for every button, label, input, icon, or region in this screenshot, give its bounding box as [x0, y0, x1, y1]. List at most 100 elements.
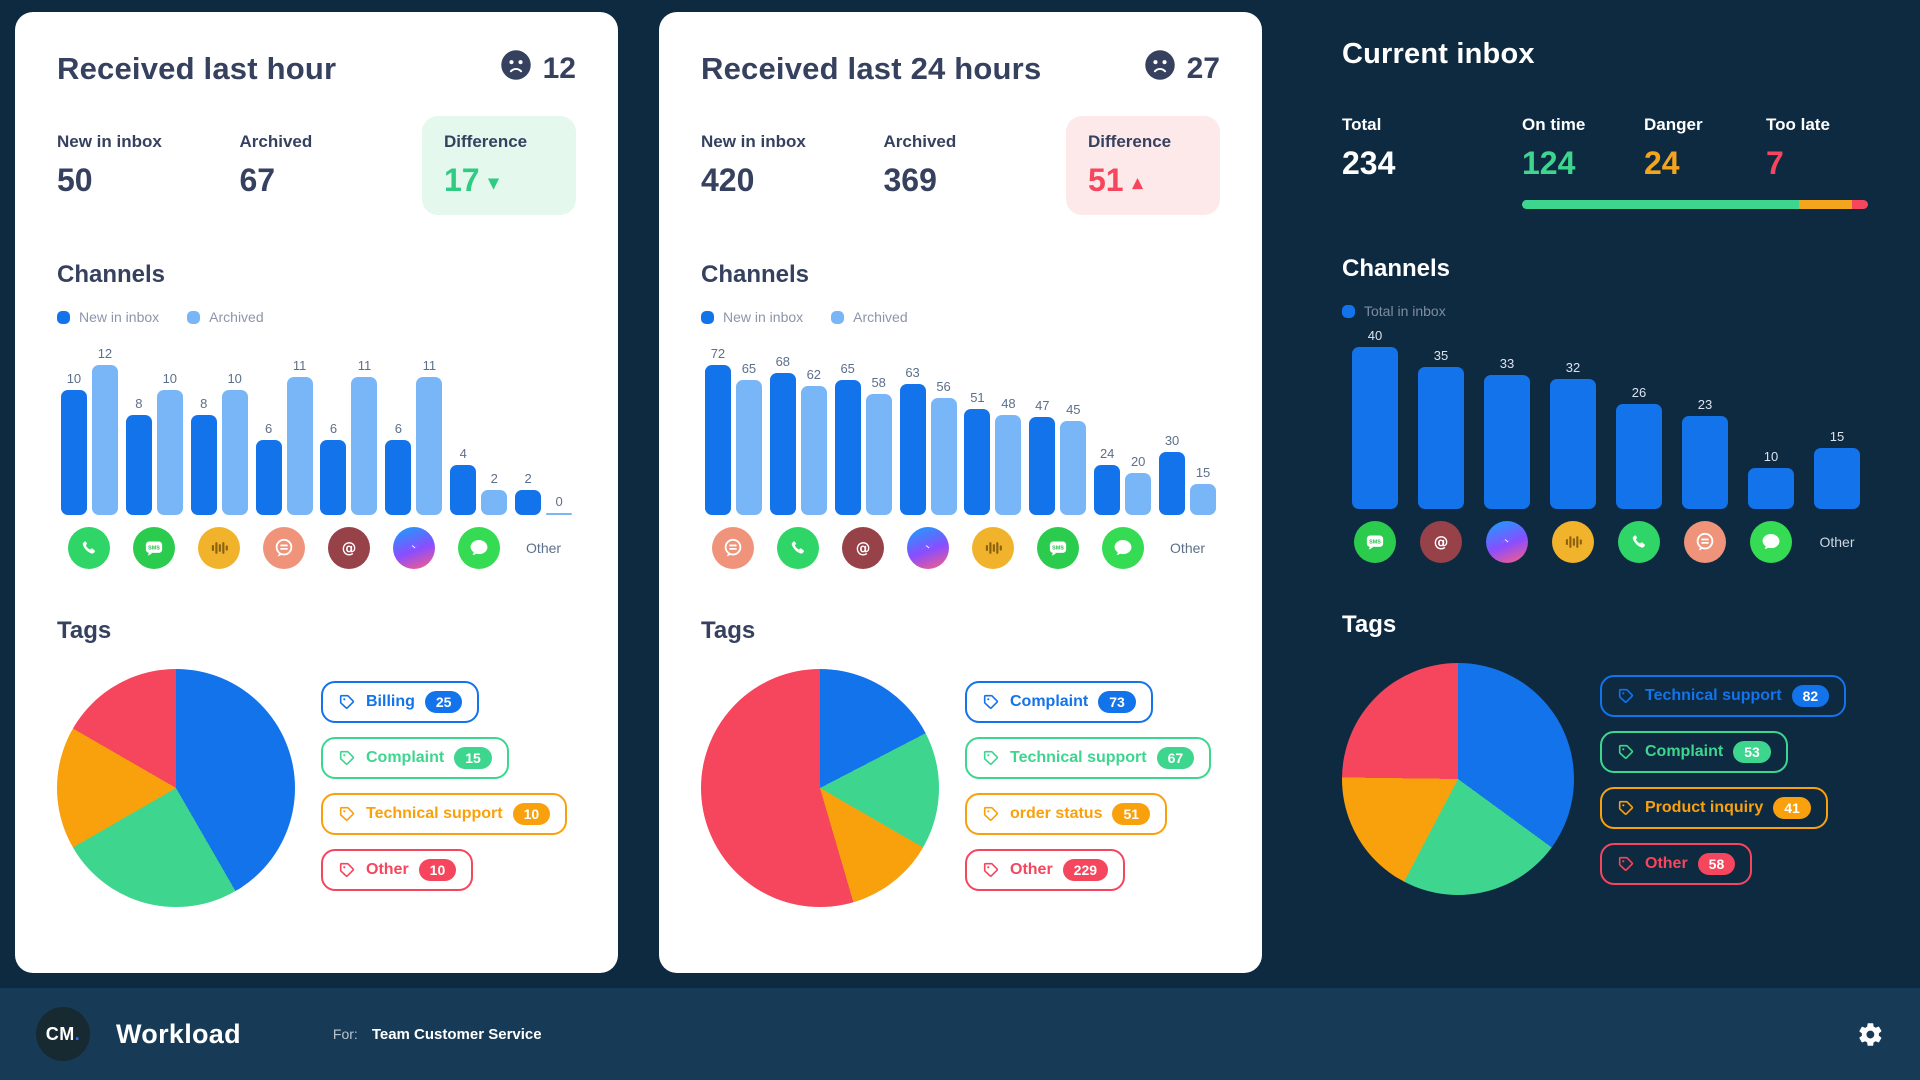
- channel-icons-row: @ SMS Other: [701, 525, 1220, 571]
- stat-value: 234: [1342, 145, 1396, 181]
- livechat-channel-icon: [712, 527, 755, 569]
- bar-group: 65 58: [831, 361, 896, 515]
- bar-group: 47 45: [1025, 398, 1090, 515]
- legend-item: Total in inbox: [1342, 303, 1446, 319]
- tag-label: Billing: [366, 693, 415, 710]
- panel-title: Current inbox: [1342, 38, 1535, 70]
- bar-with-label: 10: [156, 371, 183, 515]
- stat-label: Total: [1342, 115, 1382, 134]
- waiting-customers-count: 12: [542, 52, 576, 85]
- tag-pill-other[interactable]: Other 58: [1600, 843, 1753, 885]
- bar-group: 68 62: [766, 354, 831, 515]
- bar-with-label: 12: [91, 346, 118, 515]
- bar-value-label: 8: [135, 396, 143, 411]
- bar: [546, 513, 573, 515]
- channels-legend: New in inbox Archived: [701, 309, 1220, 325]
- bar: [125, 415, 152, 515]
- tag-icon: [338, 805, 356, 823]
- bar-with-label: 63: [899, 365, 926, 515]
- bar-with-label: 10: [221, 371, 248, 515]
- cm-logo: CM.: [36, 1007, 90, 1061]
- tag-icon: [982, 805, 1000, 823]
- email-channel-icon: @: [842, 527, 885, 569]
- bar: [1550, 379, 1596, 509]
- panel-current-inbox: Current inbox Total 234 On time 124 Dang…: [1342, 38, 1870, 895]
- bar: [450, 465, 477, 515]
- bar: [1682, 416, 1728, 509]
- bar-value-label: 24: [1099, 446, 1115, 461]
- legend-dot: [187, 310, 201, 324]
- progress-segment-too-late: [1852, 200, 1868, 209]
- svg-text:@: @: [1434, 534, 1449, 551]
- bar: [1418, 367, 1464, 509]
- bar-value-label: 33: [1499, 356, 1515, 371]
- stat-danger: Danger 24: [1644, 115, 1766, 182]
- card-title: Received last 24 hours: [701, 51, 1042, 86]
- bar-value-label: 63: [905, 365, 920, 380]
- tags-title: Tags: [1342, 611, 1397, 638]
- bar-value-label: 47: [1035, 398, 1050, 413]
- tag-pill-complaint[interactable]: Complaint 73: [965, 681, 1153, 723]
- messages-channel-icon: [1101, 527, 1144, 569]
- tag-pill-complaint[interactable]: Complaint 15: [321, 737, 509, 779]
- bar-group: 35: [1408, 348, 1474, 509]
- tag-pill-technical-support[interactable]: Technical support 10: [321, 793, 568, 835]
- bar-with-label: 23: [1682, 397, 1728, 509]
- tag-icon: [1617, 687, 1635, 705]
- bar-value-label: 32: [1565, 360, 1581, 375]
- tag-pill-technical-support[interactable]: Technical support 67: [965, 737, 1212, 779]
- tag-pill-other[interactable]: Other 229: [965, 849, 1126, 891]
- difference-arrow-icon: ▾: [488, 172, 499, 195]
- sad-users-icon: [1143, 48, 1177, 90]
- stat-on-time: On time 124: [1522, 115, 1644, 182]
- tag-count-badge: 51: [1112, 803, 1151, 825]
- bar-group: 33: [1474, 356, 1540, 509]
- bar-group: 8 10: [187, 371, 252, 515]
- tag-pill-technical-support[interactable]: Technical support 82: [1600, 675, 1847, 717]
- sla-progress-bar: [1522, 200, 1868, 209]
- legend-label: Total in inbox: [1364, 303, 1446, 319]
- bar: [1190, 484, 1217, 515]
- bar-value-label: 2: [524, 471, 532, 486]
- tag-pill-order-status[interactable]: order status 51: [965, 793, 1168, 835]
- tag-label: order status: [1010, 805, 1103, 822]
- channel-other-label: Other: [1170, 540, 1206, 556]
- bar-value-label: 65: [840, 361, 855, 376]
- bar-with-label: 6: [385, 421, 412, 515]
- stat-new-in-inbox: New in inbox 420: [701, 132, 884, 199]
- whatsapp-channel-icon: [1618, 521, 1660, 563]
- whatsapp-channel-icon: [68, 527, 111, 569]
- channel-column: SMS: [122, 525, 187, 571]
- bar-with-label: 62: [800, 367, 827, 515]
- bar: [769, 373, 796, 515]
- channel-other-label: Other: [1819, 534, 1855, 550]
- legend-item: New in inbox: [701, 309, 803, 325]
- tag-pill-billing[interactable]: Billing 25: [321, 681, 480, 723]
- tag-pill-product-inquiry[interactable]: Product inquiry 41: [1600, 787, 1828, 829]
- bar-value-label: 62: [806, 367, 822, 382]
- messages-channel-icon: [457, 527, 500, 569]
- tags-legend-list: Technical support 82 Complaint 53 Product in…: [1600, 675, 1847, 885]
- app-name: Workload: [116, 1018, 241, 1049]
- bar-value-label: 51: [970, 390, 985, 405]
- bar-value-label: 10: [162, 371, 178, 386]
- settings-gear-icon[interactable]: [1857, 1021, 1884, 1048]
- channels-bar-chart: 10 12 8 10 8 10 6 11 6 11 6 11 4 2 2 0: [57, 339, 576, 515]
- tag-pill-complaint[interactable]: Complaint 53: [1600, 731, 1788, 773]
- voice-channel-icon: [971, 527, 1014, 569]
- tag-label: Complaint: [366, 749, 445, 766]
- bar-with-label: 2: [515, 471, 542, 515]
- bar-group: 32: [1540, 360, 1606, 509]
- bar: [1484, 375, 1530, 509]
- tag-count-badge: 53: [1733, 741, 1771, 763]
- bar: [800, 386, 827, 515]
- tag-pill-other[interactable]: Other 10: [321, 849, 474, 891]
- tag-count-badge: 25: [424, 691, 463, 713]
- bar-value-label: 12: [97, 346, 113, 361]
- bar-value-label: 10: [1763, 449, 1779, 464]
- tag-count-badge: 82: [1791, 685, 1830, 707]
- bar: [286, 377, 313, 515]
- bar-group: 10: [1738, 449, 1804, 509]
- bar-value-label: 8: [200, 396, 208, 411]
- tag-label: Complaint: [1645, 743, 1724, 760]
